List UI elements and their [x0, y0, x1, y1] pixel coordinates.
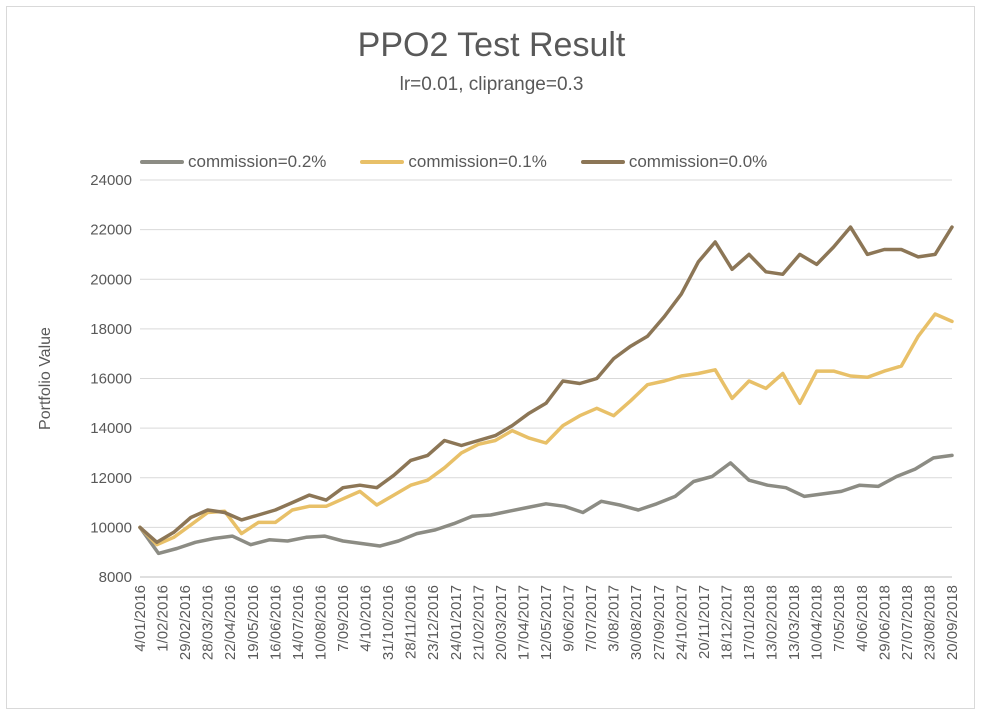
chart-subtitle: lr=0.01, cliprange=0.3 [399, 74, 584, 95]
legend-item-commission-0-2: commission=0.2% [140, 152, 326, 172]
legend-label-commission-0-2: commission=0.2% [188, 152, 327, 171]
series-line-1 [138, 312, 954, 547]
legend-swatch-commission-0-1 [360, 160, 405, 164]
x-tick-label: 3/08/2017 [606, 585, 623, 652]
x-tick-label: 17/04/2017 [515, 585, 532, 660]
x-tick-label: 18/12/2017 [718, 585, 735, 660]
y-tick-label: 14000 [90, 420, 132, 437]
x-tick-label: 23/08/2018 [921, 585, 938, 660]
x-tick-label: 17/01/2018 [741, 585, 758, 660]
x-tick-label: 28/11/2016 [403, 585, 420, 659]
x-tick-label: 7/05/2018 [831, 585, 848, 652]
legend-label-commission-0-0: commission=0.0% [628, 152, 768, 171]
y-tick-label: 22000 [90, 222, 132, 239]
y-tick-label: 8000 [99, 569, 132, 586]
x-tick-label: 20/11/2017 [696, 585, 713, 659]
y-tick-label: 24000 [90, 172, 132, 189]
chart-frame [6, 6, 975, 709]
x-tick-label: 27/07/2018 [899, 585, 916, 660]
legend-label-commission-0-1: commission=0.1% [408, 152, 547, 171]
x-tick-label: 29/06/2018 [876, 585, 893, 660]
x-tick-label: 21/02/2017 [470, 585, 487, 660]
x-tick-label: 19/05/2016 [245, 585, 262, 660]
x-tick-label: 23/12/2016 [425, 585, 442, 660]
x-tick-label: 20/03/2017 [493, 585, 510, 660]
x-tick-label: 10/08/2016 [312, 585, 329, 660]
legend: commission=0.2% commission=0.1% commissi… [140, 150, 767, 174]
y-tick-label: 12000 [90, 470, 132, 487]
x-tick-label: 16/06/2016 [267, 585, 284, 660]
x-tick-label: 14/07/2016 [290, 585, 307, 660]
x-tick-label: 12/05/2017 [538, 585, 555, 660]
x-tick-label: 7/09/2016 [335, 585, 352, 652]
legend-swatch-commission-0-2 [140, 160, 184, 164]
x-tick-label: 4/06/2018 [854, 585, 871, 652]
legend-item-commission-0-1: commission=0.1% [360, 152, 547, 172]
y-tick-label: 18000 [90, 321, 132, 338]
x-tick-label: 24/01/2017 [448, 585, 465, 660]
x-tick-label: 20/09/2018 [944, 585, 961, 660]
x-tick-label: 30/08/2017 [628, 585, 645, 660]
series-line-0 [138, 453, 954, 556]
y-tick-label: 10000 [90, 519, 132, 536]
x-tick-label: 4/01/2016 [132, 585, 149, 652]
y-tick-label: 20000 [90, 271, 132, 288]
x-tick-label: 13/02/2018 [764, 585, 781, 660]
x-tick-label: 22/04/2016 [222, 585, 239, 660]
x-tick-label: 28/03/2016 [200, 585, 217, 660]
x-tick-label: 9/06/2017 [561, 585, 578, 652]
x-tick-label: 4/10/2016 [358, 585, 375, 652]
x-tick-label: 1/02/2016 [155, 585, 172, 652]
x-tick-label: 10/04/2018 [809, 585, 826, 660]
legend-swatch-commission-0-0 [580, 160, 625, 164]
x-tick-label: 27/09/2017 [651, 585, 668, 660]
legend-item-commission-0-0: commission=0.0% [580, 152, 768, 172]
y-axis-label: Portfolio Value [37, 327, 54, 430]
series-line-2 [138, 225, 954, 545]
y-tick-label: 16000 [90, 371, 132, 388]
chart-title: PPO2 Test Result [357, 26, 626, 64]
x-tick-label: 13/03/2018 [786, 585, 803, 660]
x-tick-label: 31/10/2016 [380, 585, 397, 660]
x-tick-label: 24/10/2017 [673, 585, 690, 660]
x-tick-label: 7/07/2017 [583, 585, 600, 652]
x-tick-label: 29/02/2016 [177, 585, 194, 660]
